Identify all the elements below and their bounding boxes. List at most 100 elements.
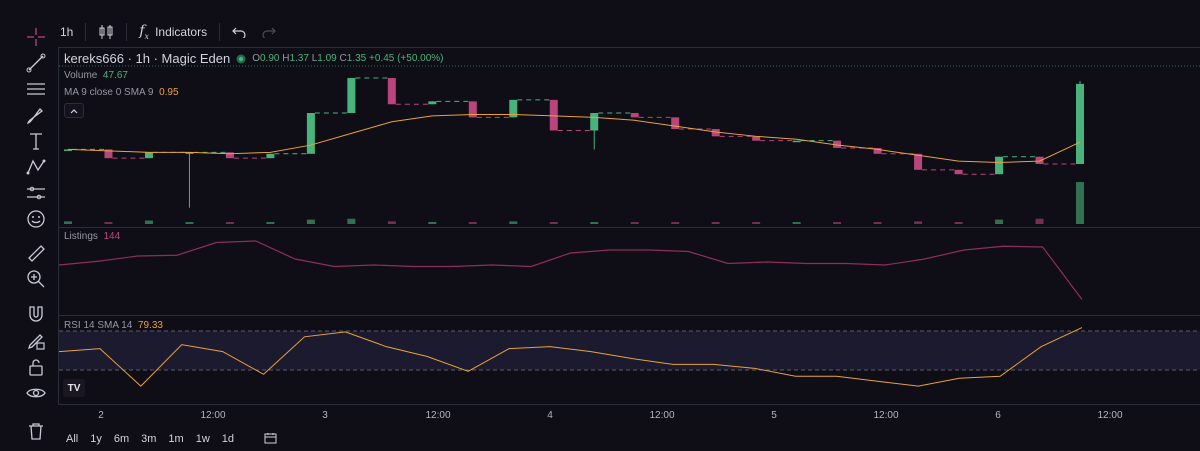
candles-icon (99, 25, 113, 39)
rsi-legend[interactable]: RSI 14 SMA 14 79.33 (64, 320, 163, 331)
volume-bar (914, 221, 923, 224)
market-status-icon (236, 54, 246, 63)
candle-body (752, 136, 761, 141)
redo-button[interactable] (254, 17, 284, 47)
candle-body (185, 152, 194, 154)
top-toolbar: 1h fx Indicators (52, 17, 1200, 47)
brush-icon[interactable] (24, 103, 48, 127)
collapse-legend-button[interactable] (64, 103, 84, 118)
rsi-value: 79.33 (137, 320, 163, 331)
volume-bar (387, 221, 396, 224)
candle-body (347, 78, 356, 113)
range-selector: All 1y 6m 3m 1m 1w 1d (62, 429, 282, 449)
range-1m[interactable]: 1m (168, 433, 184, 445)
pattern-tool-icon[interactable] (24, 155, 48, 179)
trash-icon[interactable] (24, 419, 48, 443)
magnet-icon[interactable] (24, 303, 48, 327)
time-label: 5 (771, 410, 777, 421)
redo-icon (262, 27, 276, 38)
pane-separator[interactable] (58, 227, 1200, 228)
ma-label: MA 9 close 0 SMA 9 (64, 87, 154, 98)
candle-body (590, 113, 599, 131)
volume-bar (185, 222, 194, 224)
time-label: 12:00 (425, 410, 451, 421)
range-3m[interactable]: 3m (141, 433, 157, 445)
indicators-button[interactable]: fx Indicators (131, 17, 215, 47)
pane-separator[interactable] (58, 315, 1200, 316)
candle-body (225, 152, 234, 159)
ruler-icon[interactable] (24, 241, 48, 265)
volume-bar (64, 221, 72, 224)
volume-bar (954, 222, 963, 224)
chart-type-button[interactable] (90, 17, 122, 47)
unlock-icon[interactable] (24, 355, 48, 379)
range-all[interactable]: All (66, 433, 79, 445)
undo-icon (232, 27, 246, 38)
tradingview-logo[interactable]: TV (63, 379, 85, 397)
toolbar-divider (219, 23, 221, 41)
candle-body (873, 147, 882, 154)
candle-body (711, 129, 720, 137)
ma-value: 0.95 (159, 87, 179, 98)
trend-line-icon[interactable] (24, 51, 48, 75)
volume-bar (995, 219, 1004, 224)
time-label: 2 (98, 410, 104, 421)
candle-body (792, 140, 801, 143)
listings-value: 144 (103, 231, 121, 242)
candle-body (266, 153, 275, 159)
text-tool-icon[interactable] (24, 129, 48, 153)
time-label: 6 (995, 410, 1001, 421)
volume-bar (509, 221, 518, 224)
toolbar-divider (85, 23, 87, 41)
candle-body (1035, 156, 1044, 164)
range-6m[interactable]: 6m (113, 433, 130, 445)
volume-bar (671, 222, 680, 224)
candle-body (144, 152, 153, 159)
eye-icon[interactable] (24, 381, 48, 405)
measure-lines-icon[interactable] (24, 181, 48, 205)
volume-bar (752, 222, 761, 224)
interval-button[interactable]: 1h (60, 25, 74, 39)
time-label: 12:00 (1097, 410, 1123, 421)
main-legend: kereks666 · 1h · Magic Eden O0.90 H1.37 … (64, 51, 444, 66)
undo-button[interactable] (224, 17, 254, 47)
time-label: 12:00 (200, 410, 226, 421)
volume-bar (347, 218, 356, 224)
close-label: C (339, 53, 347, 64)
range-1d[interactable]: 1d (221, 433, 235, 445)
candle-body (995, 156, 1004, 175)
low-value: 1.09 (317, 53, 337, 64)
open-label: O (252, 53, 260, 64)
ma-legend[interactable]: MA 9 close 0 SMA 9 0.95 (64, 87, 179, 98)
candle-body (64, 149, 72, 151)
listings-legend[interactable]: Listings 144 (64, 231, 120, 242)
range-1y[interactable]: 1y (90, 433, 102, 445)
lock-pencil-icon[interactable] (24, 329, 48, 353)
date-range-button[interactable] (260, 432, 282, 447)
volume-label: Volume (64, 70, 98, 81)
high-label: H (282, 53, 290, 64)
time-label: 12:00 (873, 410, 899, 421)
time-axis[interactable]: 2 12:00 3 12:00 4 12:00 5 12:00 6 12:00 (58, 404, 1200, 426)
candle-body (509, 99, 518, 118)
symbol-title[interactable]: kereks666 · 1h · Magic Eden (64, 51, 231, 66)
emoji-icon[interactable] (24, 207, 48, 231)
chart-area[interactable] (58, 47, 1200, 404)
candle-body (1076, 83, 1084, 164)
candle-body (549, 99, 558, 131)
ma-line (67, 113, 1081, 164)
volume-bar (1076, 182, 1084, 224)
left-drawing-toolbar (0, 17, 52, 451)
volume-bar (792, 222, 801, 224)
ohlc-values: O0.90 H1.37 L1.09 C1.35 +0.45 (+50.00%) (252, 53, 443, 64)
indicators-label: Indicators (155, 25, 208, 39)
zoom-in-icon[interactable] (24, 267, 48, 291)
candle-body (954, 169, 963, 175)
range-1w[interactable]: 1w (195, 433, 210, 445)
volume-legend[interactable]: Volume 47.67 (64, 70, 128, 81)
candle-body (306, 113, 315, 154)
crosshair-icon[interactable] (24, 25, 48, 49)
time-label: 12:00 (649, 410, 675, 421)
horizontal-lines-icon[interactable] (24, 77, 48, 101)
